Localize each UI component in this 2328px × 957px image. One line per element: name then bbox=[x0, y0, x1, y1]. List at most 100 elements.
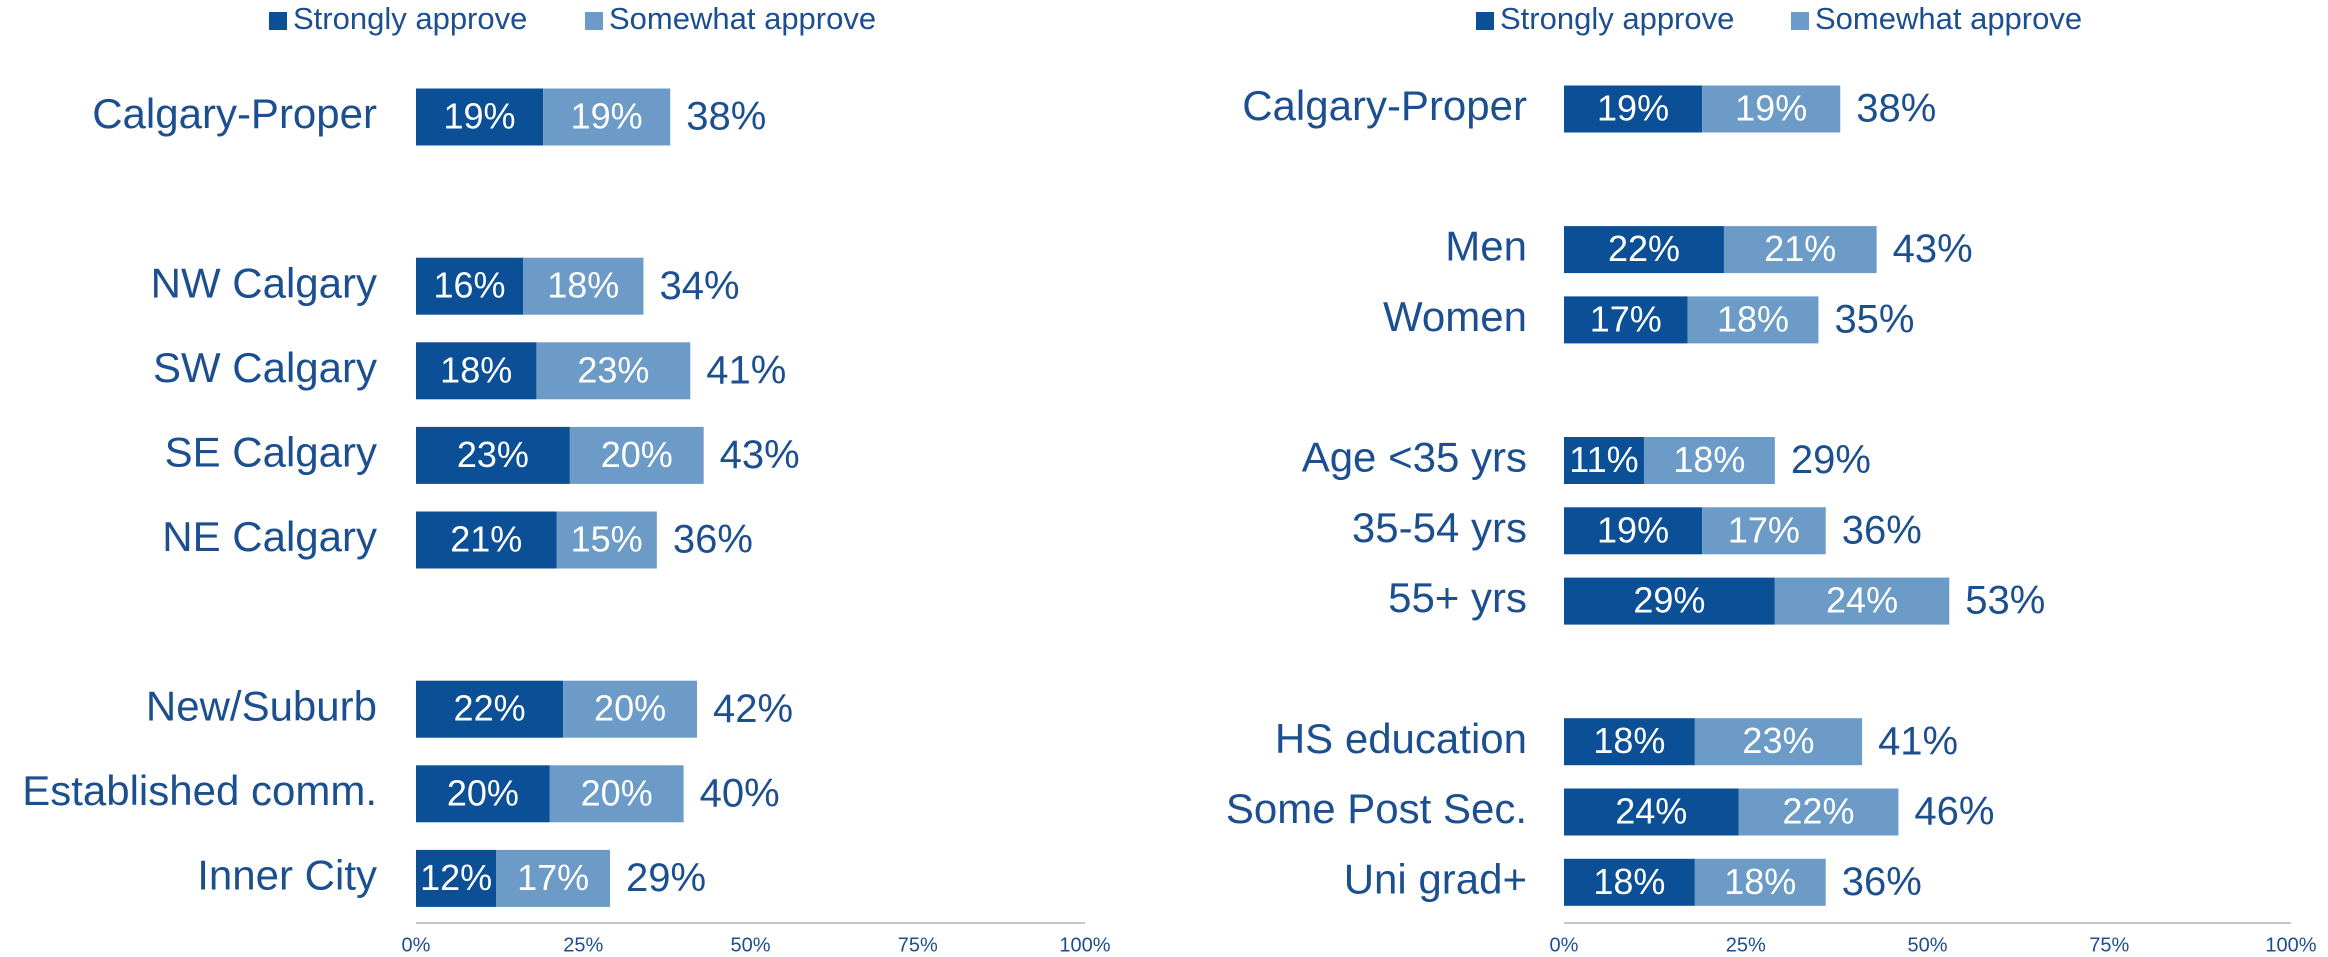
legend-swatch bbox=[1476, 12, 1494, 30]
total-label: 42% bbox=[713, 687, 793, 731]
bar-segment bbox=[523, 257, 644, 315]
total-label: 43% bbox=[1893, 227, 1973, 271]
value-label: 18% bbox=[547, 265, 619, 306]
category-label: Uni grad+ bbox=[1344, 855, 1527, 902]
x-tick-label: 0% bbox=[1550, 934, 1579, 952]
bar-segment bbox=[416, 257, 524, 315]
total-label: 38% bbox=[686, 95, 766, 139]
value-label: 22% bbox=[1608, 228, 1680, 269]
value-label: 18% bbox=[1717, 298, 1789, 339]
bar-segment bbox=[1564, 858, 1695, 906]
x-tick-label: 25% bbox=[563, 934, 603, 952]
category-label: Women bbox=[1383, 293, 1527, 340]
category-label: Calgary-Proper bbox=[92, 90, 377, 137]
value-label: 16% bbox=[433, 265, 505, 306]
category-label: Calgary-Proper bbox=[1242, 82, 1527, 129]
bar-segment bbox=[1723, 226, 1877, 274]
category-label: 35-54 yrs bbox=[1352, 504, 1527, 551]
legend-swatch bbox=[585, 12, 603, 30]
value-label: 18% bbox=[1593, 720, 1665, 761]
total-label: 53% bbox=[1965, 579, 2045, 623]
value-label: 18% bbox=[440, 349, 512, 390]
value-label: 18% bbox=[1593, 861, 1665, 902]
x-tick-label: 0% bbox=[402, 934, 431, 952]
value-label: 17% bbox=[1590, 298, 1662, 339]
bar-segment bbox=[543, 88, 671, 146]
category-label: Inner City bbox=[197, 851, 377, 898]
category-label: Established comm. bbox=[22, 767, 377, 814]
value-label: 22% bbox=[1782, 791, 1854, 832]
value-label: 21% bbox=[1764, 228, 1836, 269]
bar-segment bbox=[549, 765, 684, 823]
category-label: HS education bbox=[1275, 715, 1527, 762]
value-label: 18% bbox=[1673, 439, 1745, 480]
value-label: 19% bbox=[1597, 509, 1669, 550]
x-tick-label: 25% bbox=[1726, 934, 1766, 952]
value-label: 20% bbox=[601, 434, 673, 475]
value-label: 19% bbox=[444, 96, 516, 137]
bar-segment bbox=[416, 849, 497, 907]
value-label: 19% bbox=[1597, 88, 1669, 129]
value-label: 29% bbox=[1633, 580, 1705, 621]
category-label: SE Calgary bbox=[165, 428, 377, 475]
category-label: NW Calgary bbox=[151, 259, 377, 306]
legend-label: Somewhat approve bbox=[609, 1, 876, 36]
category-label: New/Suburb bbox=[146, 682, 377, 729]
bar-segment bbox=[416, 426, 570, 484]
total-label: 36% bbox=[1842, 860, 1922, 904]
category-label: 55+ yrs bbox=[1388, 574, 1527, 621]
bar-segment bbox=[416, 342, 537, 400]
value-label: 20% bbox=[447, 772, 519, 813]
value-label: 21% bbox=[450, 519, 522, 560]
value-label: 20% bbox=[581, 772, 653, 813]
category-label: SW Calgary bbox=[153, 344, 377, 391]
x-tick-label: 75% bbox=[2089, 934, 2129, 952]
total-label: 35% bbox=[1834, 297, 1914, 341]
category-label: Age <35 yrs bbox=[1302, 434, 1527, 481]
bar-segment bbox=[1564, 85, 1703, 133]
value-label: 15% bbox=[571, 519, 643, 560]
category-label: Men bbox=[1445, 223, 1527, 270]
total-label: 34% bbox=[659, 264, 739, 308]
bar-segment bbox=[416, 680, 564, 738]
value-label: 20% bbox=[594, 688, 666, 729]
bar-segment bbox=[569, 426, 704, 484]
legend-label: Strongly approve bbox=[293, 1, 527, 36]
bar-segment bbox=[1564, 226, 1724, 274]
value-label: 23% bbox=[577, 349, 649, 390]
bar-segment bbox=[496, 849, 611, 907]
legend-label: Strongly approve bbox=[1500, 1, 1734, 36]
bar-segment bbox=[563, 680, 697, 738]
total-label: 29% bbox=[626, 856, 706, 900]
value-label: 23% bbox=[1742, 720, 1814, 761]
bar-segment bbox=[556, 511, 657, 569]
value-label: 12% bbox=[420, 857, 492, 898]
value-label: 24% bbox=[1826, 580, 1898, 621]
x-tick-label: 50% bbox=[730, 934, 770, 952]
bar-segment bbox=[536, 342, 691, 400]
bar-segment bbox=[1687, 296, 1819, 344]
x-tick-label: 50% bbox=[1907, 934, 1947, 952]
legend-label: Somewhat approve bbox=[1815, 1, 2082, 36]
bar-segment bbox=[1694, 718, 1863, 766]
bar-segment bbox=[1564, 577, 1775, 625]
legend-swatch bbox=[269, 12, 287, 30]
bar-segment bbox=[1564, 507, 1703, 555]
bar-segment bbox=[1643, 437, 1775, 484]
bar-segment bbox=[1564, 437, 1644, 484]
x-tick-label: 100% bbox=[1059, 934, 1110, 952]
category-label: NE Calgary bbox=[162, 513, 377, 560]
total-label: 46% bbox=[1914, 790, 1994, 834]
value-label: 22% bbox=[454, 688, 526, 729]
bar-segment bbox=[1694, 858, 1826, 906]
bar-segment bbox=[1564, 718, 1695, 766]
total-label: 40% bbox=[700, 771, 780, 815]
total-label: 29% bbox=[1791, 438, 1871, 482]
value-label: 24% bbox=[1615, 791, 1687, 832]
bar-segment bbox=[416, 88, 544, 146]
category-label: Some Post Sec. bbox=[1226, 785, 1527, 832]
value-label: 11% bbox=[1569, 439, 1638, 480]
bar-segment bbox=[1564, 788, 1739, 836]
bar-segment bbox=[416, 511, 557, 569]
